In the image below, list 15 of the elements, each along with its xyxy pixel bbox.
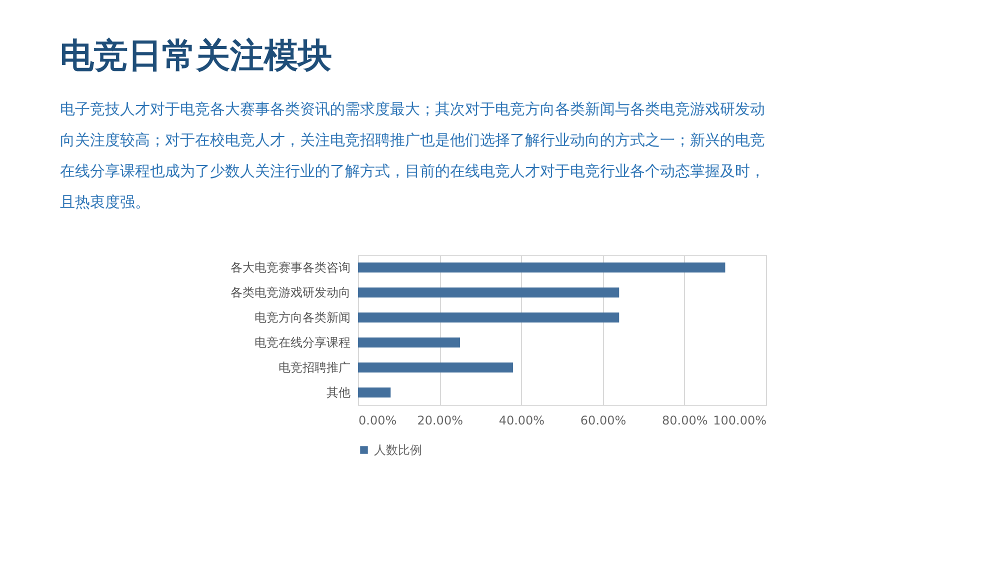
y-tick-label: 电竞招聘推广 (278, 360, 350, 374)
x-tick-label: 40.00% (498, 414, 545, 428)
y-tick-label: 电竞方向各类新闻 (254, 310, 350, 324)
y-tick-label: 各大电竞赛事各类咨询 (230, 260, 350, 274)
chart-subtitle: 电子竞技人才对于电竞各大赛事各类资讯的需求度最大；其次对于电竞方向各类新闻与各类电竞游戏研发动向关注度较高；对于在校电竞人才，关注电竞招聘推广也是他们选择了解行业动向的方式之一；新兴的电竞在线分享课程也成为了少数人关注行业的了解方式，目前的在线电竞人才对于电竞行业各个动态掌握及时，且热衷度强。 (60, 100, 765, 211)
y-tick-label: 其他 (326, 386, 350, 400)
x-tick-label: 20.00% (417, 414, 463, 428)
legend-label: 人数比例 (374, 443, 422, 457)
y-tick-label: 各类电竞游戏研发动向 (230, 286, 350, 300)
chart-title: 电竞日常关注模块 (60, 36, 332, 76)
x-tick-label: 60.00% (580, 414, 626, 428)
x-tick-label: 100.00% (713, 414, 766, 428)
y-tick-label: 电竞在线分享课程 (254, 336, 350, 350)
x-tick-label: 80.00% (662, 414, 708, 428)
x-tick-label: 0.00% (358, 414, 397, 428)
